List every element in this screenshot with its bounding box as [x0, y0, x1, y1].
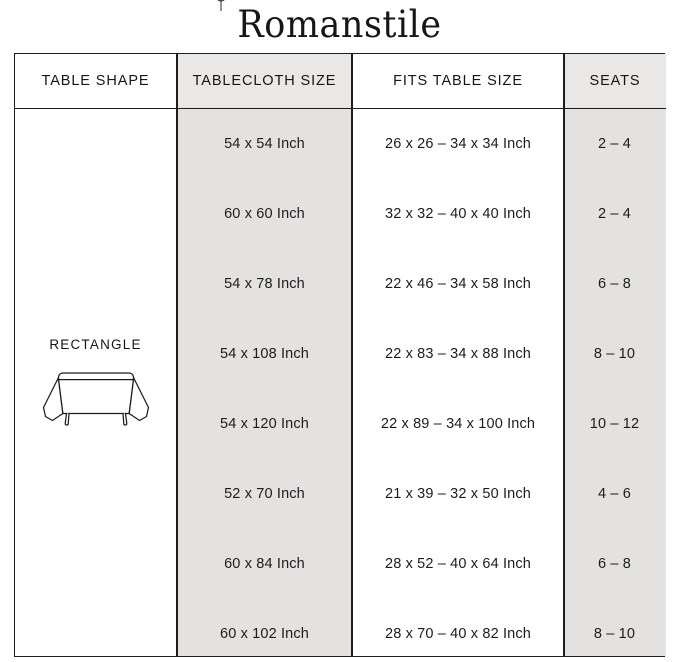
table-row: 54 x 108 Inch 22 x 83 – 34 x 88 Inch 8 –… — [15, 319, 666, 389]
cell-tablecloth-size: 54 x 78 Inch — [224, 276, 305, 292]
table-body: 54 x 54 Inch 26 x 26 – 34 x 34 Inch 2 – … — [15, 109, 666, 656]
column-background-fits-table-size — [353, 54, 563, 656]
cell-fits-table-size: 22 x 89 – 34 x 100 Inch — [380, 416, 536, 432]
column-background-tablecloth-size — [176, 54, 353, 656]
column-divider-1 — [176, 54, 178, 656]
cell-fits-table-size: 22 x 46 – 34 x 58 Inch — [385, 276, 531, 292]
cell-seats: 8 – 10 — [593, 346, 636, 362]
cell-seats: 6 – 8 — [598, 276, 631, 292]
column-header-table-shape: TABLE SHAPE — [15, 54, 176, 107]
cell-fits-table-size: 26 x 26 – 34 x 34 Inch — [385, 136, 531, 152]
table-row: 60 x 84 Inch 28 x 52 – 40 x 64 Inch 6 – … — [15, 529, 666, 599]
cell-fits-table-size: 22 x 83 – 34 x 88 Inch — [385, 346, 531, 362]
cell-seats: 4 – 6 — [598, 486, 631, 502]
cell-tablecloth-size: 60 x 60 Inch — [224, 206, 305, 222]
table-row: 54 x 120 Inch 22 x 89 – 34 x 100 Inch 10… — [15, 389, 666, 459]
cell-seats: 6 – 8 — [598, 556, 631, 572]
size-chart-table: TABLE SHAPE TABLECLOTH SIZE FITS TABLE S… — [14, 53, 666, 657]
cell-table-shape: RECTANGLE — [15, 109, 176, 656]
column-header-fits-table-size: FITS TABLE SIZE — [353, 54, 563, 107]
table-row: 60 x 102 Inch 28 x 70 – 40 x 82 Inch 8 –… — [15, 599, 666, 662]
cell-tablecloth-size: 54 x 120 Inch — [219, 416, 309, 432]
table-row: 54 x 54 Inch 26 x 26 – 34 x 34 Inch 2 – … — [15, 109, 666, 179]
column-divider-3 — [563, 54, 565, 656]
cell-seats: 10 – 12 — [589, 416, 640, 432]
cell-tablecloth-size: 52 x 70 Inch — [224, 486, 305, 502]
table-row: 60 x 60 Inch 32 x 32 – 40 x 40 Inch 2 – … — [15, 179, 666, 249]
cell-seats: 8 – 10 — [593, 626, 636, 642]
brand-header: Romanstile — [0, 0, 679, 50]
column-divider-2 — [351, 54, 353, 656]
cell-tablecloth-size: 54 x 54 Inch — [224, 136, 305, 152]
table-row: 54 x 78 Inch 22 x 46 – 34 x 58 Inch 6 – … — [15, 249, 666, 319]
column-header-seats: SEATS — [563, 54, 666, 107]
cell-fits-table-size: 28 x 70 – 40 x 82 Inch — [385, 626, 531, 642]
cell-tablecloth-size: 60 x 84 Inch — [224, 556, 305, 572]
rectangle-table-with-tablecloth-icon — [42, 372, 149, 426]
cell-fits-table-size: 21 x 39 – 32 x 50 Inch — [385, 486, 531, 502]
cell-fits-table-size: 28 x 52 – 40 x 64 Inch — [385, 556, 531, 572]
heart-loop-flourish-icon — [217, 0, 225, 12]
cell-fits-table-size: 32 x 32 – 40 x 40 Inch — [385, 206, 531, 222]
table-row: 52 x 70 Inch 21 x 39 – 32 x 50 Inch 4 – … — [15, 459, 666, 529]
cell-tablecloth-size: 60 x 102 Inch — [219, 626, 309, 642]
column-header-tablecloth-size: TABLECLOTH SIZE — [176, 54, 353, 107]
cell-tablecloth-size: 54 x 108 Inch — [219, 346, 309, 362]
brand-wordmark: Romanstile — [237, 2, 442, 47]
cell-seats: 2 – 4 — [598, 206, 631, 222]
cell-seats: 2 – 4 — [598, 136, 631, 152]
shape-label: RECTANGLE — [49, 337, 142, 352]
table-header-row: TABLE SHAPE TABLECLOTH SIZE FITS TABLE S… — [15, 54, 666, 109]
